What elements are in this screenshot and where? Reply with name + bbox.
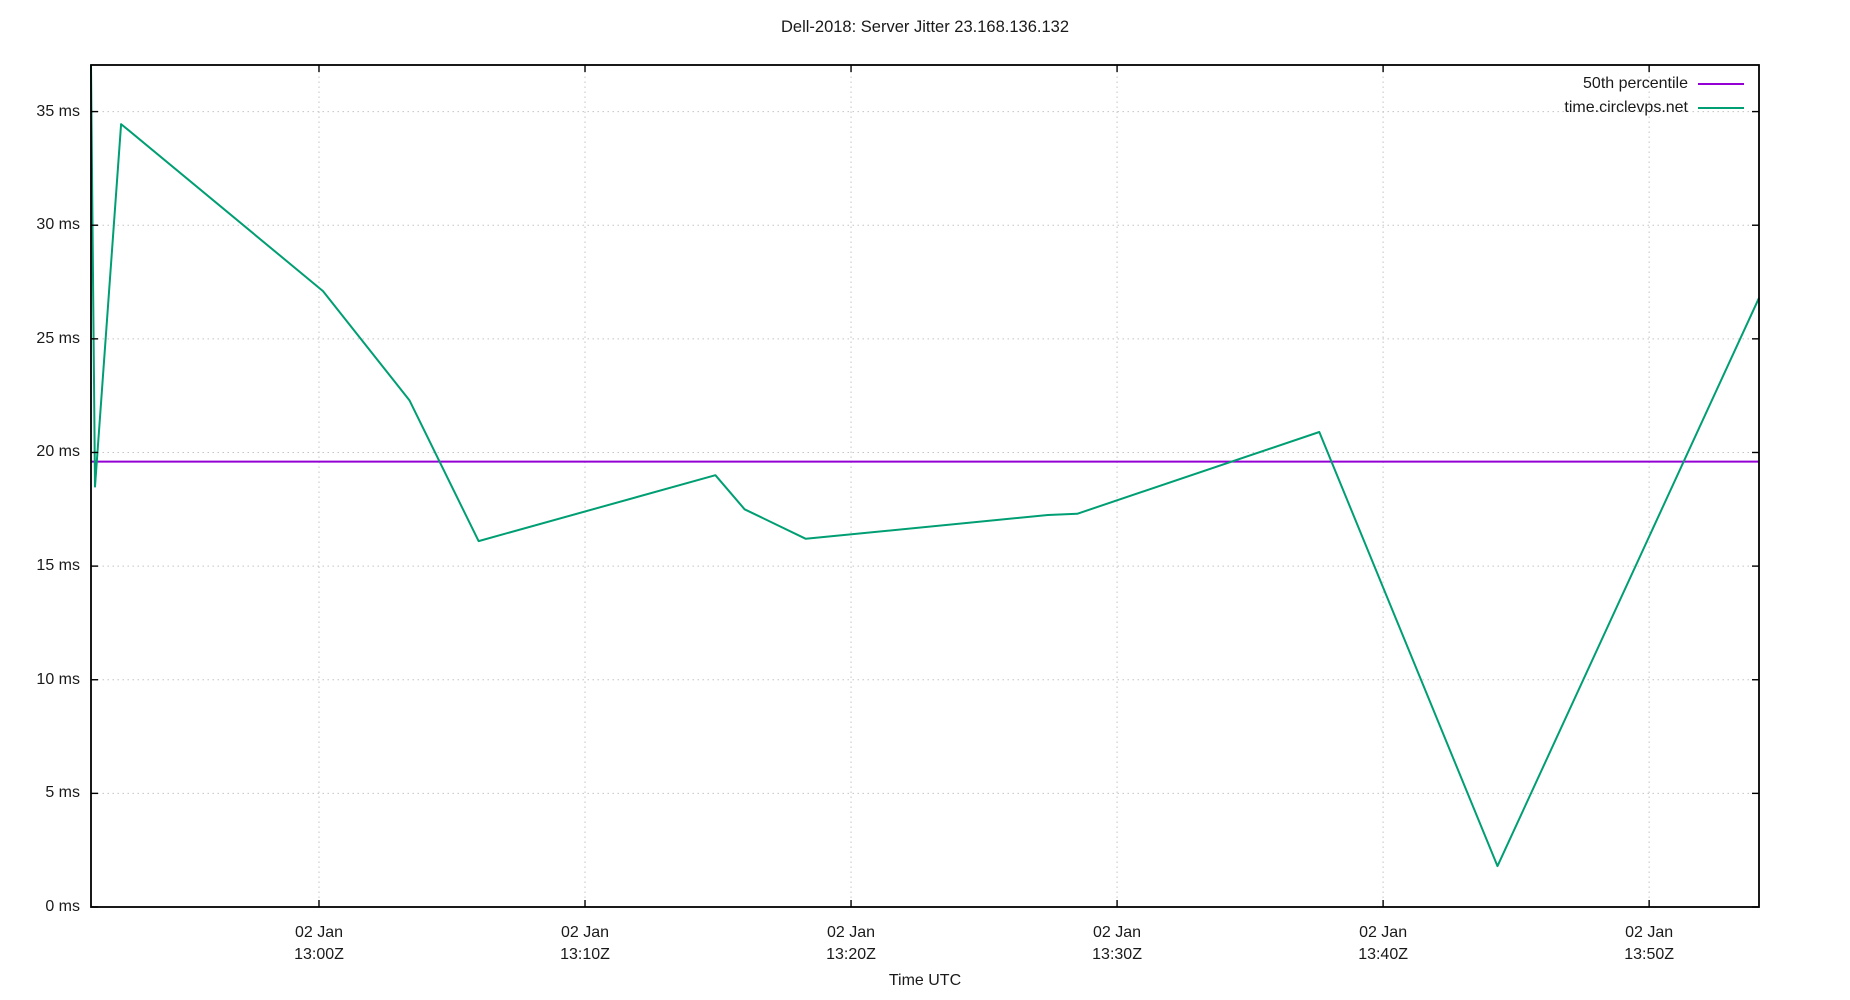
- x-tick-label: 02 Jan 13:10Z: [515, 922, 655, 966]
- plot-border: [90, 64, 1760, 908]
- x-tick-label-time: 13:10Z: [560, 946, 610, 963]
- y-tick-label: 35 ms: [36, 102, 80, 120]
- legend-swatch-time-circlevps-net-line: [1698, 107, 1744, 109]
- y-tick-label: 25 ms: [36, 329, 80, 347]
- legend-label-50th-percentile: 50th percentile: [1583, 75, 1688, 92]
- x-tick-label: 02 Jan 13:20Z: [781, 922, 921, 966]
- x-tick-label-date: 02 Jan: [294, 924, 343, 941]
- x-tick-label-date: 02 Jan: [560, 924, 610, 941]
- x-tick-label-date: 02 Jan: [827, 924, 876, 941]
- series-line-time-circlevps-net: [90, 64, 1760, 868]
- x-tick-label: 02 Jan 13:00Z: [249, 922, 389, 966]
- y-tick-label: 5 ms: [45, 784, 80, 802]
- x-tick-label-time: 13:00Z: [294, 946, 344, 963]
- legend-label-time-circlevps-net: time.circlevps.net: [1564, 99, 1688, 116]
- x-axis-title: Time UTC: [888, 972, 962, 989]
- x-tick-label-time: 13:20Z: [826, 946, 876, 963]
- legend-swatch-50th-percentile-line: [1698, 83, 1744, 85]
- y-tick-label: 10 ms: [36, 670, 80, 688]
- chart-title: Dell-2018: Server Jitter 23.168.136.132: [780, 18, 1069, 36]
- x-tick-label: 02 Jan 13:30Z: [1047, 922, 1187, 966]
- x-tick-label-time: 13:30Z: [1092, 946, 1142, 963]
- x-tick-label-date: 02 Jan: [1359, 924, 1408, 941]
- y-tick-label: 30 ms: [36, 216, 80, 234]
- x-tick-label: 02 Jan 13:40Z: [1313, 922, 1453, 966]
- x-tick-label-time: 13:40Z: [1358, 946, 1408, 963]
- x-tick-label-date: 02 Jan: [1625, 924, 1674, 941]
- x-tick-label-date: 02 Jan: [1093, 924, 1142, 941]
- y-tick-label: 15 ms: [36, 557, 80, 575]
- y-tick-label: 0 ms: [45, 898, 80, 915]
- x-tick-label: 02 Jan 13:50Z: [1579, 922, 1719, 966]
- y-tick-label: 20 ms: [36, 443, 80, 461]
- x-tick-label-time: 13:50Z: [1624, 946, 1675, 963]
